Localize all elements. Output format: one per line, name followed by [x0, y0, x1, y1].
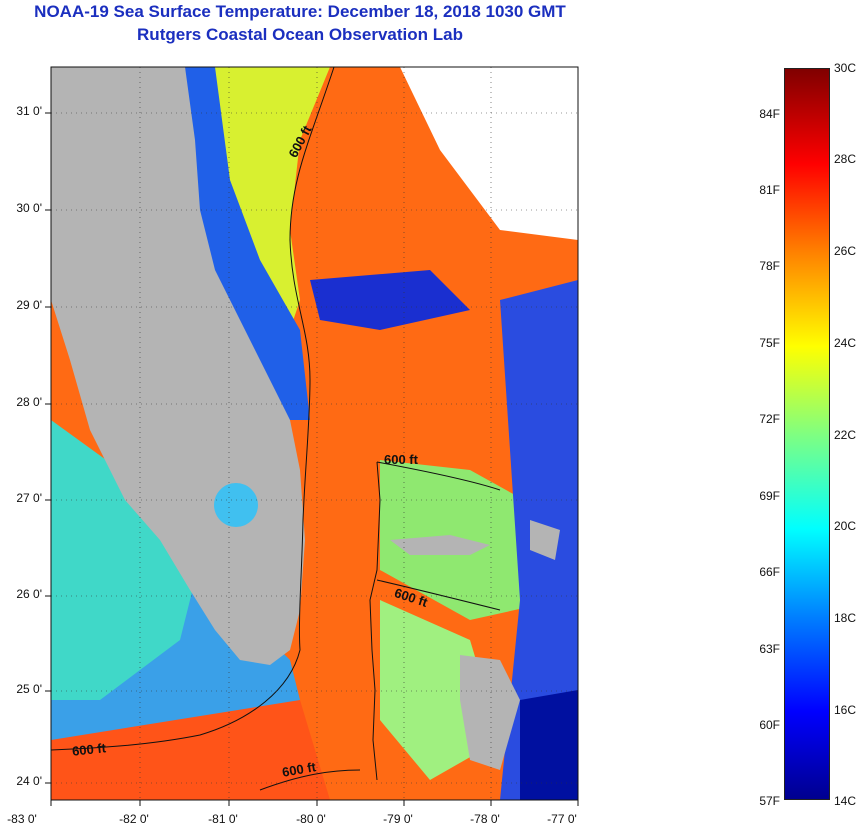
lat-label: 31 0' — [16, 104, 42, 118]
colorbar-fahrenheit-label: 57F — [759, 794, 780, 808]
colorbar-celsius-label: 14C — [834, 794, 857, 808]
cloud-patch — [310, 270, 470, 330]
colorbar-fahrenheit-label: 60F — [759, 718, 780, 732]
colorbar-fahrenheit-label: 66F — [759, 565, 780, 579]
colorbar-fahrenheit-label: 75F — [759, 336, 780, 350]
isobath-bahamas-north — [376, 461, 501, 491]
colorbar-fahrenheit-label: 69F — [759, 489, 780, 503]
colorbar-fahrenheit-label: 72F — [759, 412, 780, 426]
colorbar-fahrenheit-label: 63F — [759, 642, 780, 656]
lat-label: 28 0' — [16, 395, 42, 409]
colorbar-celsius-label: 30C — [834, 61, 857, 75]
bahamas-island — [390, 535, 490, 555]
lat-label: 27 0' — [16, 491, 42, 505]
lat-label: 29 0' — [16, 298, 42, 312]
lake-okeechobee — [214, 483, 258, 527]
colorbar-celsius-label: 22C — [834, 428, 857, 442]
colorbar-fahrenheit-label: 84F — [759, 107, 780, 121]
bahamas-island-south — [460, 655, 520, 770]
lon-label: -82 0' — [119, 812, 149, 826]
lat-label: 26 0' — [16, 587, 42, 601]
colorbar-celsius-label: 28C — [834, 152, 857, 166]
lat-label: 24 0' — [16, 774, 42, 788]
colorbar-celsius-label: 26C — [834, 244, 857, 258]
inner-shelf-blue — [185, 67, 310, 420]
lat-label: 30 0' — [16, 201, 42, 215]
map-image — [51, 67, 578, 800]
cloud-band — [400, 67, 578, 240]
colorbar-celsius-label: 16C — [834, 703, 857, 717]
coastal-cool-strip — [195, 67, 330, 360]
lat-label: 25 0' — [16, 682, 42, 696]
keys-warm-water — [51, 700, 330, 800]
lon-label: -83 0' — [7, 812, 37, 826]
map-title: NOAA-19 Sea Surface Temperature: Decembe… — [34, 2, 566, 21]
temperature-colorbar — [784, 68, 830, 800]
isobath-lines — [50, 66, 501, 791]
colorbar-celsius-label: 18C — [834, 611, 857, 625]
colorbar-celsius-label: 20C — [834, 519, 857, 533]
isobath-east-florida — [50, 66, 335, 751]
isobath-bahamas — [369, 461, 381, 781]
isobath-keys — [259, 769, 361, 791]
lon-label: -80 0' — [296, 812, 326, 826]
gulf-green-water — [51, 420, 200, 700]
east-dark-blue — [520, 690, 578, 800]
lon-label: -81 0' — [208, 812, 238, 826]
colorbar-fahrenheit-label: 81F — [759, 183, 780, 197]
lon-label: -79 0' — [383, 812, 413, 826]
isobath-label: 600 ft — [384, 452, 418, 467]
map-ticks — [45, 112, 579, 806]
bahamas-island-east — [530, 520, 560, 560]
isobath-bahamas-south — [376, 579, 501, 611]
lon-label: -77 0' — [547, 812, 577, 826]
lon-label: -78 0' — [470, 812, 500, 826]
map-subtitle: Rutgers Coastal Ocean Observation Lab — [137, 25, 463, 44]
graticule — [51, 67, 578, 800]
colorbar-celsius-label: 24C — [834, 336, 857, 350]
map-frame — [50, 66, 579, 801]
colorbar-fahrenheit-label: 78F — [759, 259, 780, 273]
